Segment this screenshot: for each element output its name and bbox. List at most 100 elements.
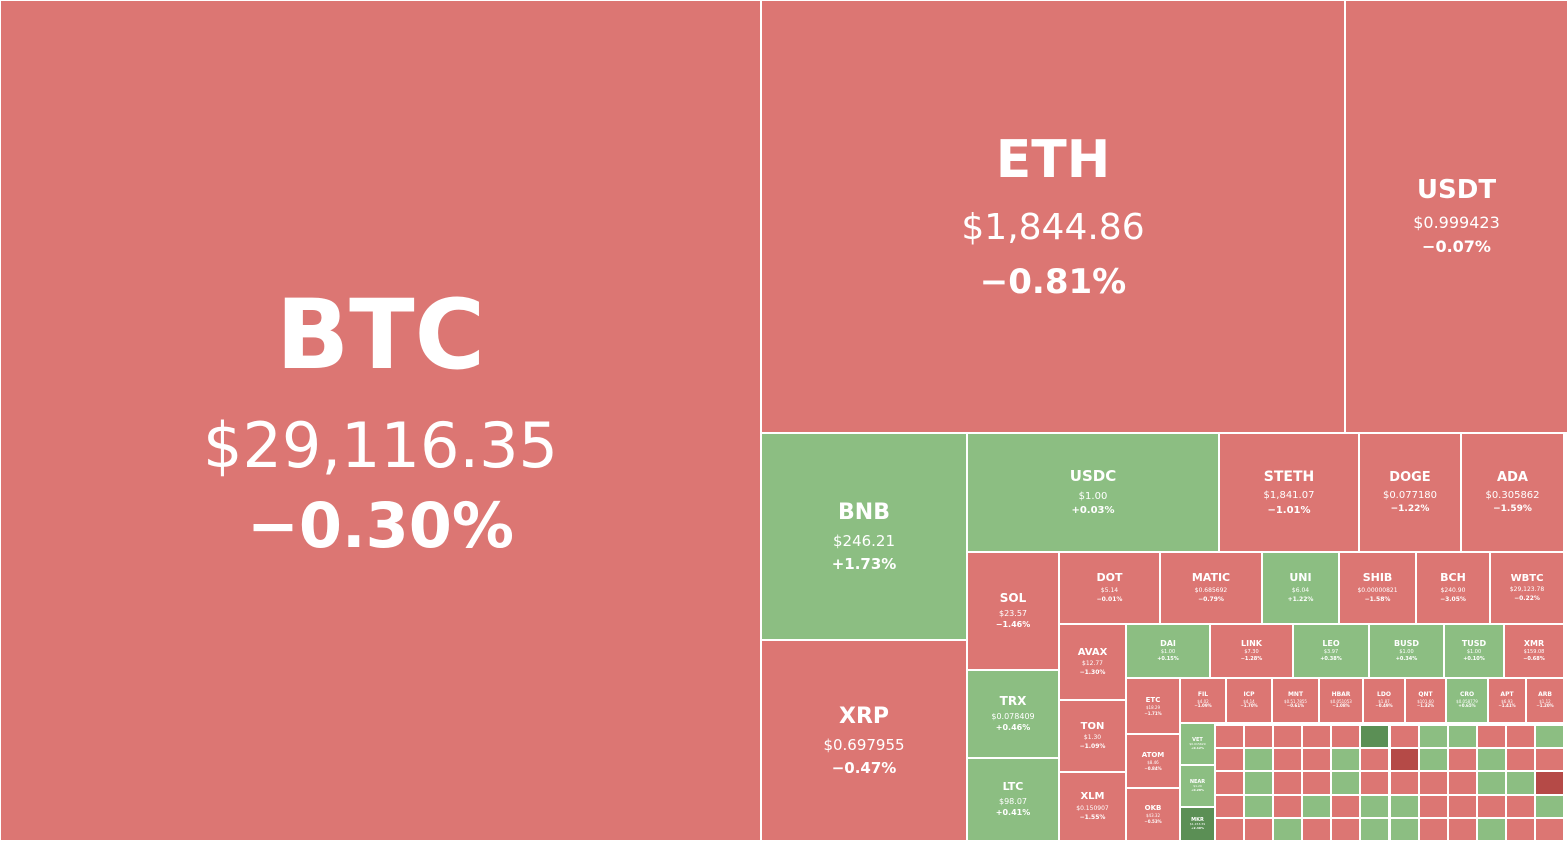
tile-matic[interactable]: MATIC $0.685692 −0.79% xyxy=(1160,552,1262,624)
tile-tusd[interactable]: TUSD $1.00 +0.10% xyxy=(1444,624,1504,678)
small-coin-tile[interactable] xyxy=(1244,817,1274,841)
small-coin-tile[interactable] xyxy=(1447,771,1477,795)
small-coin-tile[interactable] xyxy=(1418,725,1448,749)
small-coin-tile[interactable] xyxy=(1331,771,1361,795)
tile-usdt[interactable]: USDT $0.999423 −0.07% xyxy=(1345,0,1568,433)
tile-etc[interactable]: ETC $18.29 −1.71% xyxy=(1126,678,1180,734)
small-coin-tile[interactable] xyxy=(1244,771,1274,795)
tile-trx[interactable]: TRX $0.078409 +0.46% xyxy=(967,670,1059,758)
small-coin-tile[interactable] xyxy=(1302,771,1332,795)
small-coin-tile[interactable] xyxy=(1273,725,1303,749)
small-coin-tile[interactable] xyxy=(1389,817,1419,841)
small-coin-tile[interactable] xyxy=(1505,725,1535,749)
tile-hbar[interactable]: HBAR $0.051053 −1.08% xyxy=(1319,678,1363,723)
small-coin-tile[interactable] xyxy=(1215,794,1245,818)
small-coin-tile[interactable] xyxy=(1505,771,1535,795)
tile-shib[interactable]: SHIB $0.00000821 −1.58% xyxy=(1339,552,1416,624)
tile-uni[interactable]: UNI $6.04 +1.22% xyxy=(1262,552,1339,624)
tile-cro[interactable]: CRO $0.058779 +0.65% xyxy=(1446,678,1488,723)
small-coin-tile[interactable] xyxy=(1331,817,1361,841)
tile-ldo[interactable]: LDO $1.87 −0.49% xyxy=(1363,678,1405,723)
small-coin-tile[interactable] xyxy=(1447,794,1477,818)
small-coin-tile[interactable] xyxy=(1389,748,1419,772)
small-coin-tile[interactable] xyxy=(1302,817,1332,841)
small-coin-tile[interactable] xyxy=(1534,748,1564,772)
tile-wbtc[interactable]: WBTC $29,123.78 −0.22% xyxy=(1490,552,1564,624)
small-coin-tile[interactable] xyxy=(1215,748,1245,772)
small-coin-tile[interactable] xyxy=(1476,725,1506,749)
tile-icp[interactable]: ICP $4.14 −1.70% xyxy=(1226,678,1272,723)
small-coin-tile[interactable] xyxy=(1360,725,1390,749)
small-coin-tile[interactable] xyxy=(1302,725,1332,749)
tile-ton[interactable]: TON $1.30 −1.09% xyxy=(1059,700,1126,772)
small-coin-tile[interactable] xyxy=(1273,748,1303,772)
tile-xrp[interactable]: XRP $0.697955 −0.47% xyxy=(761,640,967,841)
tile-ltc[interactable]: LTC $98.07 +0.41% xyxy=(967,758,1059,841)
tile-dot[interactable]: DOT $5.14 −0.01% xyxy=(1059,552,1160,624)
tile-busd[interactable]: BUSD $1.00 +0.34% xyxy=(1369,624,1444,678)
tile-usdc[interactable]: USDC $1.00 +0.03% xyxy=(967,433,1219,552)
small-coin-tile[interactable] xyxy=(1447,725,1477,749)
tile-vet[interactable]: VET $0.015629 +0.12% xyxy=(1180,723,1215,765)
tile-btc[interactable]: BTC $29,116.35 −0.30% xyxy=(0,0,761,841)
small-coin-tile[interactable] xyxy=(1389,725,1419,749)
small-coin-tile[interactable] xyxy=(1215,771,1245,795)
tile-apt[interactable]: APT $6.93 −1.41% xyxy=(1488,678,1526,723)
small-coin-tile[interactable] xyxy=(1447,748,1477,772)
small-coin-tile[interactable] xyxy=(1389,771,1419,795)
tile-link[interactable]: LINK $7.30 −1.28% xyxy=(1210,624,1293,678)
small-coin-tile[interactable] xyxy=(1389,794,1419,818)
small-coin-tile[interactable] xyxy=(1505,794,1535,818)
small-coin-tile[interactable] xyxy=(1534,794,1564,818)
small-coin-tile[interactable] xyxy=(1360,817,1390,841)
small-coin-tile[interactable] xyxy=(1418,817,1448,841)
tile-okb[interactable]: OKB $43.32 −0.53% xyxy=(1126,788,1180,841)
tile-xmr[interactable]: XMR $159.08 −0.68% xyxy=(1504,624,1564,678)
small-coin-tile[interactable] xyxy=(1476,794,1506,818)
small-coin-tile[interactable] xyxy=(1418,771,1448,795)
tile-ada[interactable]: ADA $0.305862 −1.59% xyxy=(1461,433,1564,552)
small-coin-tile[interactable] xyxy=(1418,748,1448,772)
tile-leo[interactable]: LEO $3.97 +0.38% xyxy=(1293,624,1369,678)
tile-avax[interactable]: AVAX $12.77 −1.30% xyxy=(1059,624,1126,700)
tile-qnt[interactable]: QNT $101.60 −1.32% xyxy=(1405,678,1446,723)
small-coin-tile[interactable] xyxy=(1302,748,1332,772)
small-coin-tile[interactable] xyxy=(1215,725,1245,749)
small-coin-tile[interactable] xyxy=(1505,748,1535,772)
small-coin-tile[interactable] xyxy=(1244,794,1274,818)
small-coin-tile[interactable] xyxy=(1360,771,1390,795)
small-coin-tile[interactable] xyxy=(1505,817,1535,841)
tile-xlm[interactable]: XLM $0.150907 −1.55% xyxy=(1059,772,1126,841)
small-coin-tile[interactable] xyxy=(1360,748,1390,772)
small-coin-tile[interactable] xyxy=(1476,771,1506,795)
small-coin-tile[interactable] xyxy=(1244,748,1274,772)
small-coin-tile[interactable] xyxy=(1476,817,1506,841)
small-coin-tile[interactable] xyxy=(1418,794,1448,818)
tile-doge[interactable]: DOGE $0.077180 −1.22% xyxy=(1359,433,1461,552)
small-coin-tile[interactable] xyxy=(1302,794,1332,818)
small-coin-tile[interactable] xyxy=(1476,748,1506,772)
small-coin-tile[interactable] xyxy=(1534,725,1564,749)
small-coin-tile[interactable] xyxy=(1534,817,1564,841)
tile-fil[interactable]: FIL $4.02 −1.09% xyxy=(1180,678,1226,723)
tile-bnb[interactable]: BNB $246.21 +1.73% xyxy=(761,433,967,640)
tile-eth[interactable]: ETH $1,844.86 −0.81% xyxy=(761,0,1345,433)
tile-steth[interactable]: STETH $1,841.07 −1.01% xyxy=(1219,433,1359,552)
small-coin-tile[interactable] xyxy=(1331,794,1361,818)
small-coin-tile[interactable] xyxy=(1447,817,1477,841)
tile-atom[interactable]: ATOM $8.46 −0.84% xyxy=(1126,734,1180,788)
small-coin-tile[interactable] xyxy=(1331,725,1361,749)
tile-mkr[interactable]: MKR $1,153.39 +2.40% xyxy=(1180,807,1215,841)
small-coin-tile[interactable] xyxy=(1244,725,1274,749)
tile-near[interactable]: NEAR $1.29 +0.28% xyxy=(1180,765,1215,807)
small-coin-tile[interactable] xyxy=(1273,817,1303,841)
tile-bch[interactable]: BCH $240.90 −3.05% xyxy=(1416,552,1490,624)
small-coin-tile[interactable] xyxy=(1273,771,1303,795)
small-coin-tile[interactable] xyxy=(1215,817,1245,841)
small-coin-tile[interactable] xyxy=(1534,771,1564,795)
small-coin-tile[interactable] xyxy=(1331,748,1361,772)
small-coin-tile[interactable] xyxy=(1273,794,1303,818)
tile-arb[interactable]: ARB $1.12 −1.20% xyxy=(1526,678,1564,723)
tile-sol[interactable]: SOL $23.57 −1.46% xyxy=(967,552,1059,670)
small-coin-tile[interactable] xyxy=(1360,794,1390,818)
